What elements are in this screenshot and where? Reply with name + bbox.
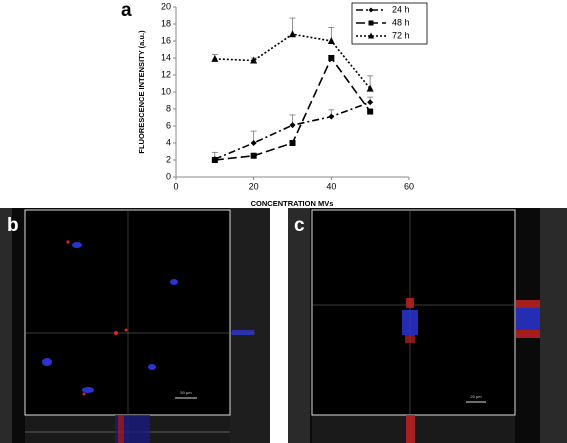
image-c: c 20 μm: [288, 208, 567, 443]
y-tick-label: 4: [166, 137, 171, 147]
legend-label: 48 h: [392, 17, 410, 27]
data-point: [289, 122, 296, 129]
y-tick-label: 2: [166, 154, 171, 164]
legend-marker: [368, 32, 374, 39]
image-b: b 50 μm: [0, 208, 270, 443]
data-point: [211, 157, 218, 163]
x-tick-label: 20: [249, 181, 259, 191]
y-tick-label: 6: [166, 120, 171, 130]
y-tick-label: 10: [161, 86, 171, 96]
x-tick-label: 0: [173, 181, 178, 191]
legend-label: 72 h: [392, 30, 410, 40]
y-tick-label: 12: [161, 69, 171, 79]
x-tick-label: 40: [326, 181, 336, 191]
data-point: [328, 113, 335, 120]
data-point: [289, 30, 296, 38]
y-tick-label: 14: [161, 52, 171, 62]
data-point: [250, 152, 257, 159]
data-point: [327, 37, 335, 44]
y-tick-label: 0: [166, 171, 171, 181]
scale-bar-label: 50 μm: [180, 390, 192, 395]
data-point: [211, 54, 219, 62]
legend-label: 24 h: [392, 4, 410, 14]
y-tick-label: 18: [161, 18, 171, 28]
y-axis-label: FLUORESCENCE INTENSITY (a.u.): [137, 30, 146, 154]
data-point: [366, 84, 374, 92]
data-point: [328, 55, 335, 61]
y-tick-label: 16: [161, 35, 171, 45]
y-tick-label: 20: [161, 1, 171, 11]
x-axis-label: CONCENTRATION MVs: [251, 199, 334, 208]
panel-label: b: [7, 215, 19, 236]
data-point: [367, 99, 374, 106]
scale-bar-label: 20 μm: [470, 394, 482, 399]
x-tick-label: 60: [404, 181, 414, 191]
legend-marker: [368, 20, 374, 26]
legend-marker: [368, 7, 374, 13]
panel-label: c: [294, 215, 305, 236]
data-point: [367, 108, 374, 115]
data-point: [250, 56, 258, 64]
data-point: [289, 140, 296, 146]
data-point: [250, 140, 257, 146]
series-line: [214, 101, 371, 160]
y-tick-label: 8: [166, 103, 171, 113]
panel-label: a: [121, 0, 132, 21]
